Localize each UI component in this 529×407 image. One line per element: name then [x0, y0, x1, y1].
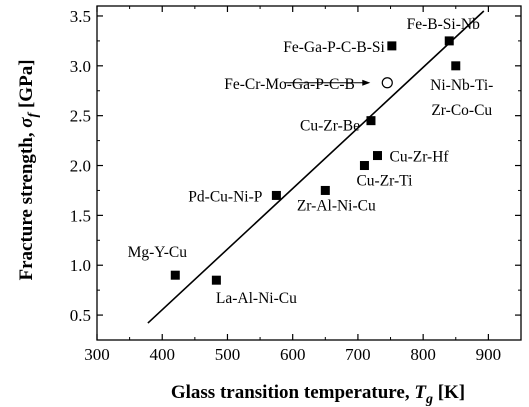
x-axis-title: Glass transition temperature, Tg [K] [171, 382, 465, 407]
point-label: Fe-Ga-P-C-B-Si [283, 39, 385, 56]
point-label: Ni-Nb-Ti- [430, 77, 493, 94]
point-label: Cu-Zr-Be [300, 118, 360, 135]
y-axis-ticks: 0.5 1.0 1.5 2.0 2.5 3.0 3.5 [70, 7, 521, 325]
data-point-square [359, 161, 369, 171]
point-label: Pd-Cu-Ni-P [188, 188, 262, 205]
data-point-square [372, 151, 382, 161]
y-axis-title: Fracture strength, σf [GPa] [16, 59, 41, 280]
point-label: Fe-B-Si-Nb [407, 16, 480, 33]
annotation-arrowhead [362, 79, 371, 86]
x-tick-label: 700 [345, 345, 371, 364]
point-label: Cu-Zr-Hf [389, 149, 449, 166]
plot-frame [96, 5, 522, 341]
fit-line-group [147, 10, 485, 324]
data-point-circle [381, 77, 393, 89]
fit-line [147, 10, 485, 324]
x-axis-ticks: 300 400 500 600 700 800 900 [84, 6, 501, 364]
data-point-square [387, 41, 397, 51]
x-tick-label: 500 [215, 345, 241, 364]
point-labels: Mg-Y-Cu La-Al-Ni-Cu Pd-Cu-Ni-P Zr-Al-Ni-Cu C… [128, 16, 494, 307]
y-tick-label: 1.0 [70, 256, 91, 275]
data-point-square [366, 116, 376, 126]
point-label: Zr-Co-Cu [431, 102, 492, 119]
point-label: Zr-Al-Ni-Cu [297, 197, 376, 214]
x-tick-label: 400 [149, 345, 175, 364]
y-tick-label: 1.5 [70, 206, 91, 225]
y-tick-label: 3.0 [70, 57, 91, 76]
data-point-square [271, 190, 281, 200]
point-label: Cu-Zr-Ti [356, 173, 413, 190]
x-tick-label: 600 [280, 345, 306, 364]
x-tick-label: 800 [410, 345, 436, 364]
data-point-square [320, 185, 330, 195]
y-tick-label: 3.5 [70, 7, 91, 26]
point-label: Fe-Cr-Mo-Ga-P-C-B [224, 76, 355, 93]
y-tick-label: 0.5 [70, 306, 91, 325]
y-tick-label: 2.5 [70, 107, 91, 126]
data-point-square [170, 270, 180, 280]
y-tick-label: 2.0 [70, 157, 91, 176]
data-point-square [444, 36, 454, 46]
x-tick-label: 900 [476, 345, 502, 364]
data-point-square [211, 275, 221, 285]
point-label: La-Al-Ni-Cu [216, 290, 297, 307]
data-points [170, 36, 461, 285]
point-label: Mg-Y-Cu [128, 244, 188, 261]
x-tick-label: 300 [84, 345, 110, 364]
data-point-square [451, 61, 461, 71]
